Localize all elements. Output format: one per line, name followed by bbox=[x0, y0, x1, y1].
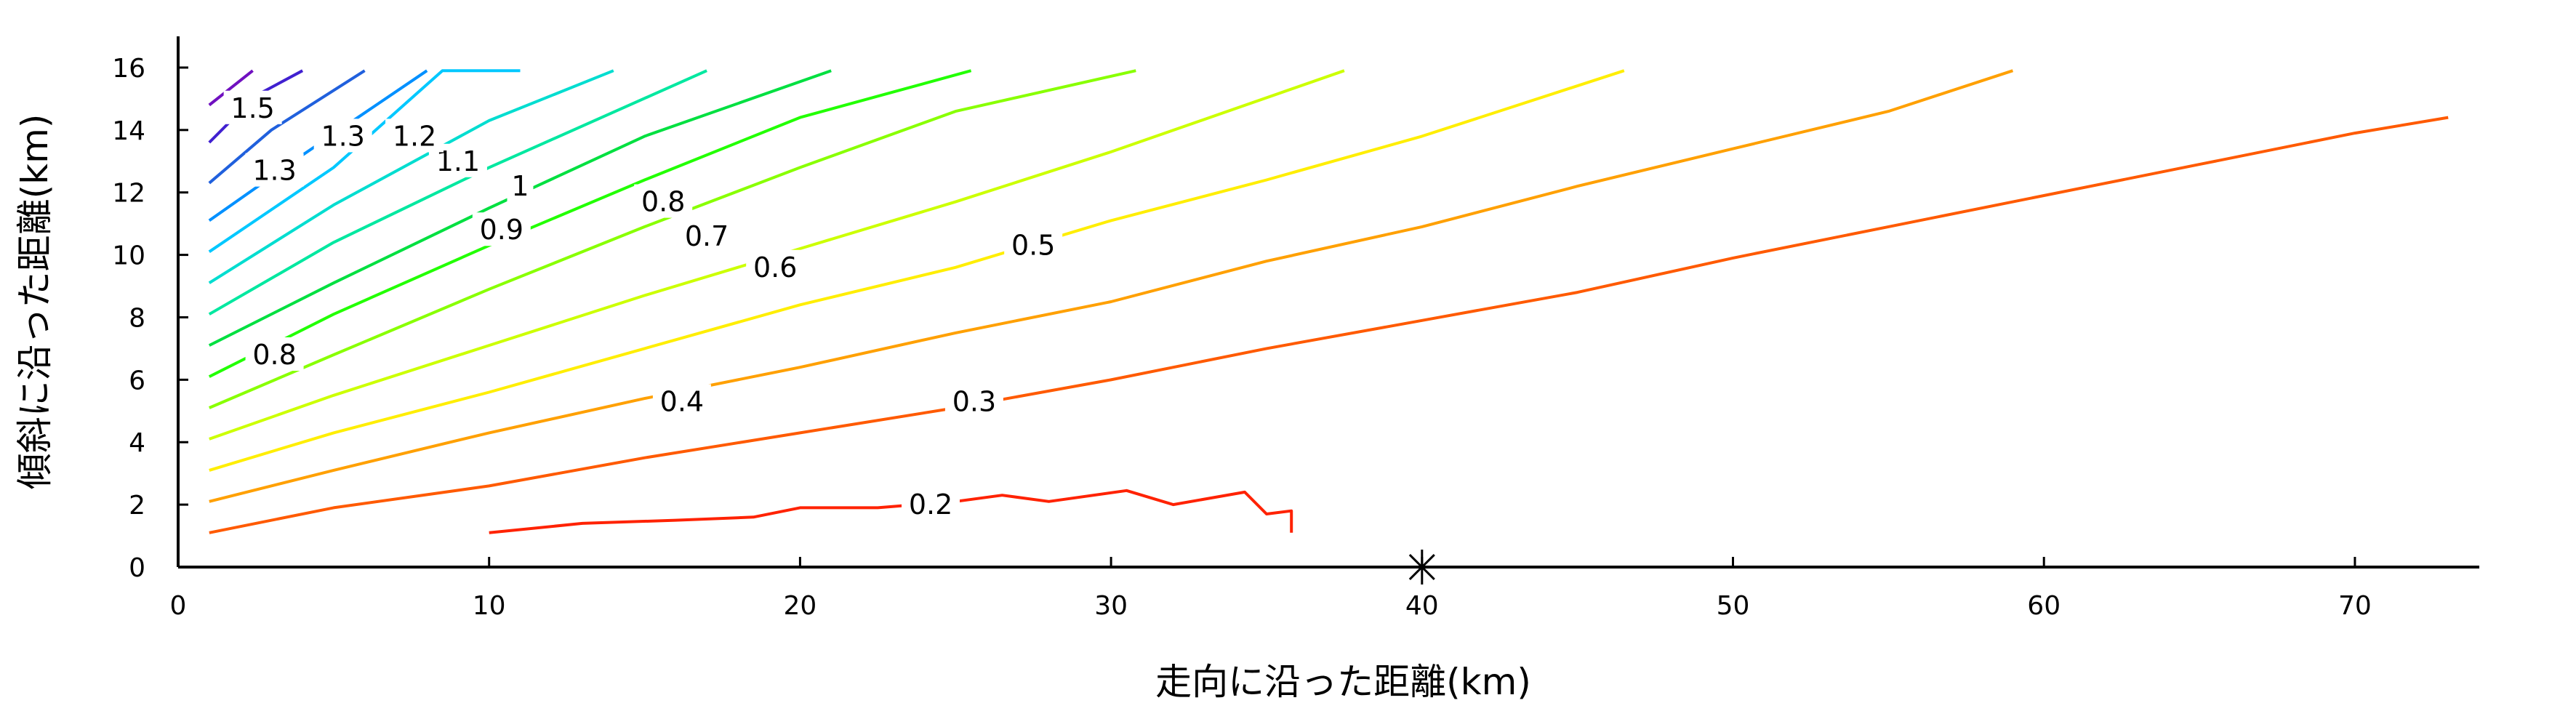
y-axis-title: 傾斜に沿った距離(km) bbox=[14, 114, 56, 490]
contour-line-1-4 bbox=[208, 69, 366, 185]
y-tick-label: 4 bbox=[129, 428, 145, 458]
contour-label-text: 0.2 bbox=[909, 489, 952, 521]
y-tick-label: 0 bbox=[129, 553, 145, 583]
epicenter-marker bbox=[1404, 550, 1440, 585]
y-tick-label: 14 bbox=[112, 116, 145, 146]
y-tick-label: 10 bbox=[112, 241, 145, 271]
contour-label-0-4: 0.4 bbox=[652, 384, 711, 418]
asterisk-stroke bbox=[1408, 553, 1435, 581]
contour-line-1 bbox=[208, 69, 707, 316]
contour-label-text: 0.8 bbox=[641, 186, 685, 218]
contour-label-bg bbox=[634, 184, 693, 218]
axes: 0 10 20 30 40 50 60 70 0 2 4 6 8 10 12 14 16 bbox=[112, 36, 2479, 621]
x-tick-label: 10 bbox=[473, 591, 506, 621]
contour-label-bg bbox=[902, 487, 960, 521]
contour-label-text: 0.9 bbox=[480, 214, 523, 246]
contour-label-0-6: 0.6 bbox=[746, 249, 805, 284]
contour-label-0-2: 0.2 bbox=[902, 487, 960, 521]
contour-line-0-3 bbox=[209, 116, 2449, 534]
y-tick-label: 6 bbox=[129, 366, 145, 395]
contour-label-bg bbox=[472, 212, 531, 246]
y-ticks: 0 2 4 6 8 10 12 14 16 bbox=[112, 54, 188, 583]
contour-line-1-6 bbox=[208, 69, 254, 107]
contour-label-text: 0.4 bbox=[660, 385, 704, 417]
contour-label-1-3: 1.3 bbox=[313, 119, 372, 153]
x-tick-label: 70 bbox=[2338, 591, 2372, 621]
contour-label-text: 1 bbox=[511, 170, 529, 202]
x-ticks: 0 10 20 30 40 50 60 70 bbox=[170, 557, 2372, 621]
contour-label-bg bbox=[507, 169, 534, 203]
contour-label-0-8: 0.8 bbox=[634, 184, 693, 218]
contour-line-0-5 bbox=[209, 69, 1625, 472]
contour-label-text: 0.7 bbox=[685, 220, 729, 252]
contour-label-0-3: 0.3 bbox=[944, 384, 1003, 418]
contour-label-text: 0.6 bbox=[753, 252, 797, 284]
contour-lines bbox=[208, 69, 2449, 534]
x-tick-label: 30 bbox=[1094, 591, 1128, 621]
contour-label-bg bbox=[245, 337, 304, 371]
contour-label-0-8: 0.8 bbox=[245, 337, 304, 371]
contour-label-text: 1.5 bbox=[230, 92, 274, 124]
contour-line-0-7 bbox=[209, 69, 1136, 409]
contour-label-0-7: 0.7 bbox=[678, 218, 737, 252]
contour-line-0-6 bbox=[209, 69, 1345, 441]
x-axis-title: 走向に沿った距離(km) bbox=[1155, 661, 1531, 703]
contour-label-text: 1.3 bbox=[252, 155, 296, 187]
contour-label-bg bbox=[1004, 228, 1063, 262]
x-tick-label: 40 bbox=[1405, 591, 1439, 621]
x-tick-label: 60 bbox=[2027, 591, 2061, 621]
y-tick-label: 12 bbox=[112, 179, 145, 209]
contour-label-text: 1.3 bbox=[321, 120, 364, 152]
contour-label-bg bbox=[223, 90, 282, 124]
contour-label-bg bbox=[245, 153, 304, 187]
contour-label-1-1: 1.1 bbox=[428, 143, 487, 177]
contour-line-0-4 bbox=[209, 69, 2014, 503]
y-tick-label: 2 bbox=[129, 491, 145, 521]
contour-label-0-9: 0.9 bbox=[472, 212, 531, 246]
x-tick-label: 0 bbox=[170, 591, 187, 621]
contour-label-text: 0.5 bbox=[1011, 230, 1055, 262]
contour-line-0-8 bbox=[208, 69, 972, 378]
contour-label-bg bbox=[678, 218, 737, 252]
contour-line-0-9 bbox=[208, 69, 832, 347]
contour-label-1-5: 1.5 bbox=[223, 90, 282, 124]
x-tick-label: 20 bbox=[783, 591, 816, 621]
contour-line-1-1 bbox=[208, 69, 614, 284]
contour-label-bg bbox=[746, 249, 805, 284]
contour-line-0-2 bbox=[489, 489, 1293, 534]
contour-label-1-3: 1.3 bbox=[245, 153, 304, 187]
contour-label-bg bbox=[385, 119, 444, 153]
y-tick-label: 16 bbox=[112, 54, 145, 84]
contour-label-1-2: 1.2 bbox=[385, 119, 444, 153]
contour-label-text: 0.3 bbox=[952, 385, 996, 417]
y-tick-label: 8 bbox=[129, 303, 145, 333]
contour-label-1: 1 bbox=[507, 169, 534, 203]
contour-label-0-5: 0.5 bbox=[1004, 228, 1063, 262]
contour-label-bg bbox=[652, 384, 711, 418]
contour-label-bg bbox=[313, 119, 372, 153]
contour-label-text: 1.2 bbox=[393, 120, 436, 152]
contour-labels: 0.20.30.40.50.60.70.80.80.911.11.21.31.3… bbox=[223, 90, 1063, 521]
contour-label-bg bbox=[944, 384, 1003, 418]
x-tick-label: 50 bbox=[1717, 591, 1750, 621]
contour-label-text: 0.8 bbox=[252, 339, 296, 371]
